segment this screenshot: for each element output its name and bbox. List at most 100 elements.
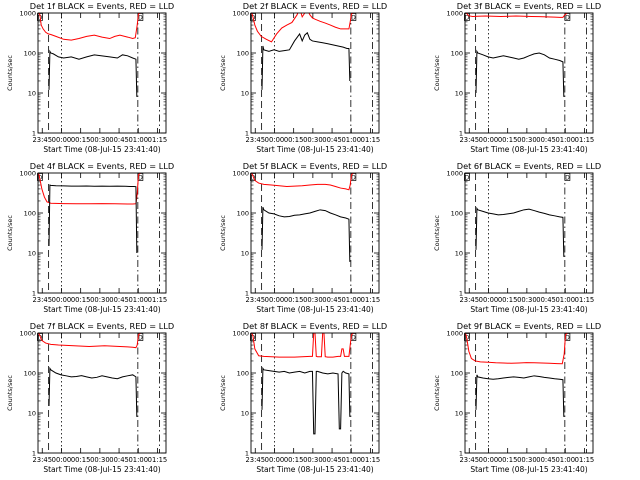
y-tick-label: 10 <box>241 410 249 418</box>
plot-frame <box>37 332 167 454</box>
y-tick-label: 10 <box>241 90 249 98</box>
x-tick-label: 00:45 <box>109 456 129 464</box>
x-tick-label: 00:30 <box>90 456 110 464</box>
x-tick-label: 00:45 <box>536 456 556 464</box>
events-line <box>48 366 138 417</box>
x-tick-label: 00:15 <box>498 456 518 464</box>
x-tick-label: 23:45 <box>32 456 52 464</box>
x-tick-label: 00:15 <box>498 136 518 144</box>
y-tick-label: 1000 <box>232 170 249 178</box>
x-tick-label: 00:30 <box>90 296 110 304</box>
x-tick-label: 01:15 <box>148 136 168 144</box>
x-tick-label: 00:00 <box>265 296 285 304</box>
x-tick-label: 01:00 <box>341 456 361 464</box>
marker-label: D <box>465 14 470 21</box>
x-tick-label: 00:15 <box>284 456 304 464</box>
y-tick-label: 1000 <box>232 330 249 338</box>
plot-frame <box>250 172 380 294</box>
lld-line <box>465 13 568 18</box>
x-tick-label: 00:45 <box>322 136 342 144</box>
x-tick-label: 01:00 <box>128 456 148 464</box>
x-tick-label: 00:00 <box>479 296 499 304</box>
y-tick-label: 1 <box>459 130 463 138</box>
y-tick-label: 10 <box>455 250 463 258</box>
x-tick-label: 01:00 <box>128 296 148 304</box>
events-line <box>475 49 565 97</box>
x-tick-label: 00:45 <box>322 296 342 304</box>
plot-frame <box>250 12 380 134</box>
events-line <box>475 206 565 257</box>
y-tick-label: 10 <box>28 410 36 418</box>
x-tick-label: 23:45 <box>459 136 479 144</box>
x-tick-label: 00:45 <box>109 136 129 144</box>
y-tick-label: 100 <box>24 370 36 378</box>
x-tick-label: 00:15 <box>71 456 91 464</box>
x-axis-label: Start Time (08-Jul-15 23:41:40) <box>43 145 160 154</box>
y-tick-label: 1 <box>245 130 249 138</box>
x-tick-label: 00:30 <box>517 296 537 304</box>
x-tick-label: 00:30 <box>90 136 110 144</box>
panel-title: Det 4f BLACK = Events, RED = LLD <box>30 161 174 171</box>
plot-frame <box>464 12 594 134</box>
lld-line <box>38 13 141 41</box>
y-tick-label: 100 <box>451 370 463 378</box>
y-tick-label: 1000 <box>446 10 463 18</box>
y-tick-label: 1 <box>459 290 463 298</box>
y-tick-label: 100 <box>451 210 463 218</box>
panel-title: Det 5f BLACK = Events, RED = LLD <box>243 161 387 171</box>
plot-frame <box>464 332 594 454</box>
x-tick-label: 01:15 <box>148 296 168 304</box>
panel-title: Det 3f BLACK = Events, RED = LLD <box>457 1 601 11</box>
marker-label: D <box>465 174 470 181</box>
x-tick-label: 00:15 <box>498 296 518 304</box>
y-tick-label: 100 <box>237 50 249 58</box>
marker-label: D <box>38 334 43 341</box>
panel-det-8: Det 8f BLACK = Events, RED = LLD Counts/s… <box>219 321 387 474</box>
events-line <box>261 31 351 90</box>
y-tick-label: 10 <box>455 410 463 418</box>
y-tick-label: 100 <box>24 50 36 58</box>
x-tick-label: 23:45 <box>245 456 265 464</box>
x-tick-label: 23:45 <box>32 136 52 144</box>
y-tick-label: 100 <box>24 210 36 218</box>
panel-title: Det 9f BLACK = Events, RED = LLD <box>457 321 601 331</box>
x-tick-label: 00:30 <box>517 456 537 464</box>
panel-title: Det 2f BLACK = Events, RED = LLD <box>243 1 387 11</box>
x-axis-label: Start Time (08-Jul-15 23:41:40) <box>256 145 373 154</box>
x-tick-label: 00:15 <box>284 136 304 144</box>
y-axis-label: Counts/sec <box>219 55 227 91</box>
x-tick-label: 01:00 <box>128 136 148 144</box>
panel-det-3: Det 3f BLACK = Events, RED = LLD Counts/s… <box>433 1 601 154</box>
marker-label: D <box>351 174 356 181</box>
y-axis-label: Counts/sec <box>433 375 441 411</box>
panel-det-2: Det 2f BLACK = Events, RED = LLD Counts/s… <box>219 1 387 154</box>
lld-line <box>251 333 354 358</box>
x-tick-label: 00:45 <box>536 296 556 304</box>
y-tick-label: 1000 <box>446 170 463 178</box>
events-line <box>475 374 565 417</box>
y-tick-label: 1 <box>245 290 249 298</box>
x-tick-label: 00:30 <box>303 296 323 304</box>
x-tick-label: 01:15 <box>361 136 381 144</box>
x-tick-label: 00:15 <box>71 296 91 304</box>
plot-frame <box>464 172 594 294</box>
y-tick-label: 1000 <box>19 170 36 178</box>
marker-label: D <box>565 334 570 341</box>
x-tick-label: 01:15 <box>148 456 168 464</box>
y-tick-label: 10 <box>241 250 249 258</box>
lld-line <box>251 13 354 43</box>
events-line <box>261 366 351 435</box>
x-tick-label: 00:00 <box>52 136 72 144</box>
marker-label: D <box>138 334 143 341</box>
panel-title: Det 8f BLACK = Events, RED = LLD <box>243 321 387 331</box>
plot-frame <box>37 12 167 134</box>
marker-label: D <box>565 174 570 181</box>
panel-det-4: Det 4f BLACK = Events, RED = LLD Counts/s… <box>6 161 174 314</box>
y-tick-label: 10 <box>28 250 36 258</box>
marker-label: D <box>351 334 356 341</box>
x-tick-label: 00:45 <box>322 456 342 464</box>
y-tick-label: 1000 <box>19 10 36 18</box>
y-tick-label: 1000 <box>232 10 249 18</box>
x-axis-label: Start Time (08-Jul-15 23:41:40) <box>470 145 587 154</box>
events-line <box>48 184 138 254</box>
